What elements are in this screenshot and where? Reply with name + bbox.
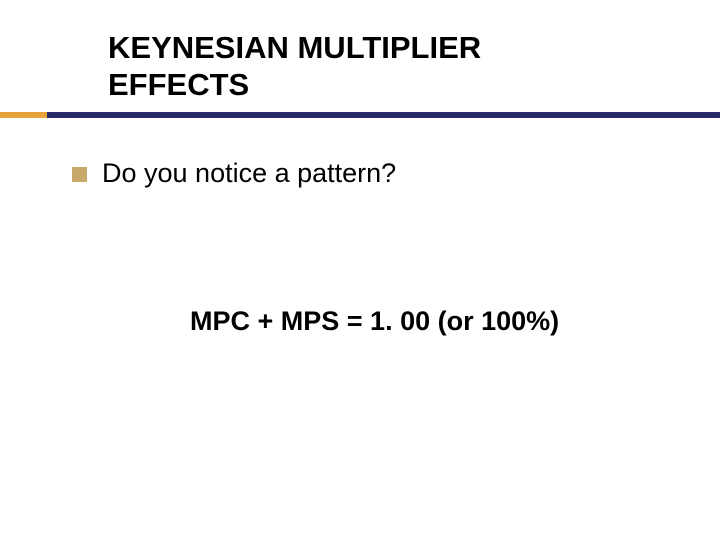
slide-title: KEYNESIAN MULTIPLIER EFFECTS (108, 30, 481, 103)
title-line-2: EFFECTS (108, 67, 481, 104)
divider-accent-navy (47, 112, 720, 118)
question-text: Do you notice a pattern? (102, 158, 396, 189)
bullet-square-icon (72, 167, 87, 182)
divider-accent-orange (0, 112, 47, 118)
title-line-1: KEYNESIAN MULTIPLIER (108, 30, 481, 67)
divider-bar (0, 112, 720, 118)
formula-text: MPC + MPS = 1. 00 (or 100%) (190, 306, 559, 337)
